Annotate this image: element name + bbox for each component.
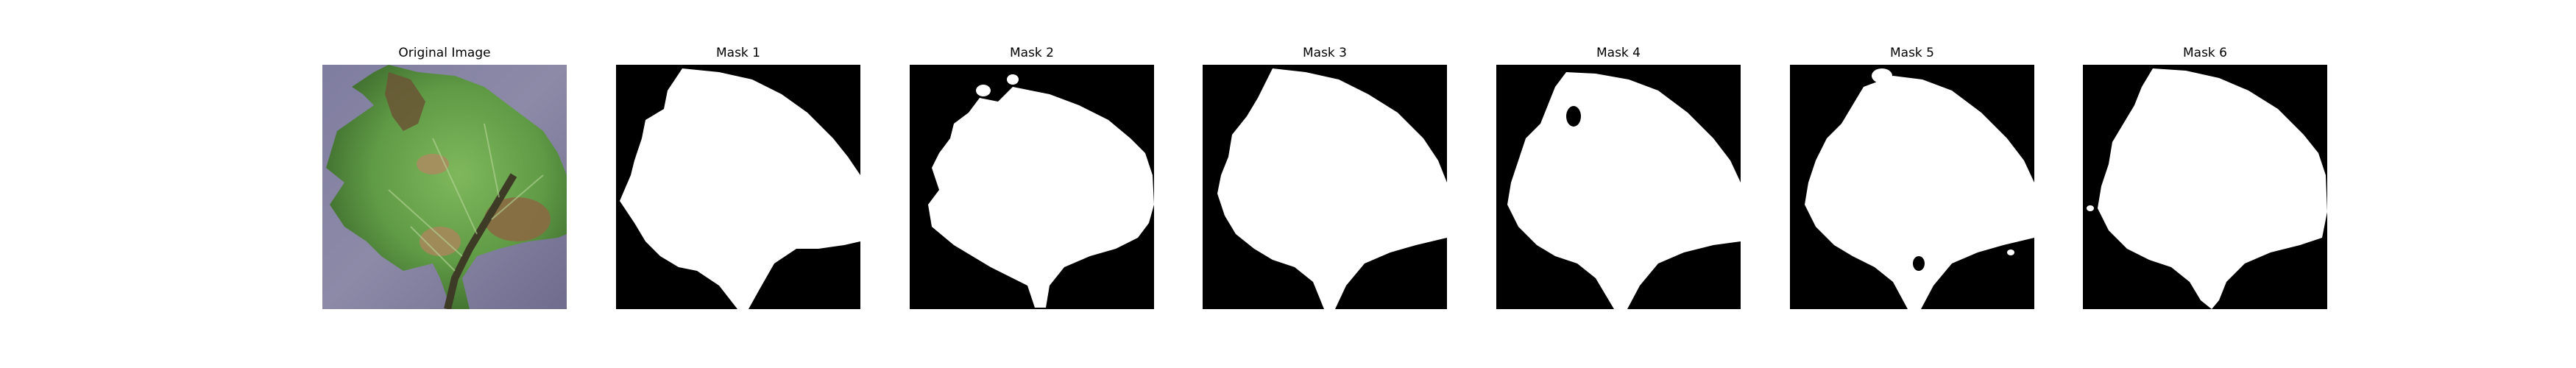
mask-2-image [910, 65, 1154, 309]
mask-speck [1219, 194, 1228, 201]
mask-hole [1566, 106, 1581, 127]
mask-hole [1913, 256, 1925, 271]
leaf-shape [326, 65, 567, 309]
mask-foreground [1217, 68, 1447, 309]
mask-foreground [2098, 68, 2327, 309]
mask-speck [976, 85, 991, 96]
mask-3-image [1203, 65, 1447, 309]
leaf-stem [444, 173, 517, 309]
mask-speck [1872, 68, 1892, 83]
original-leaf-photo [322, 65, 567, 309]
panel-title: Mask 2 [1009, 46, 1054, 60]
panel-title: Mask 4 [1596, 46, 1641, 60]
mask-6-image [2083, 65, 2327, 309]
mask-4-image [1496, 65, 1741, 309]
mask-foreground [1507, 72, 1741, 309]
mask-5-image [1790, 65, 2034, 309]
mask-foreground [1805, 76, 2034, 309]
panel-title: Mask 5 [1889, 46, 1934, 60]
mask-1-image [616, 65, 860, 309]
mask-foreground [928, 87, 1154, 308]
mask-speck [1007, 74, 1019, 85]
panel-title: Mask 3 [1302, 46, 1347, 60]
mask-foreground [620, 68, 860, 309]
lesion-bottom [420, 227, 461, 256]
panel-title: Mask 1 [715, 46, 760, 60]
lesion-right [484, 197, 551, 241]
panel-title: Original Image [398, 46, 491, 60]
mask-speck [2087, 205, 2094, 211]
panel-title: Mask 6 [2182, 46, 2227, 60]
leaf-veins [388, 123, 544, 272]
mask-speck [2007, 250, 2014, 255]
mask-speck [641, 153, 650, 160]
lesion-top [385, 72, 425, 131]
lesion-center [417, 154, 449, 174]
